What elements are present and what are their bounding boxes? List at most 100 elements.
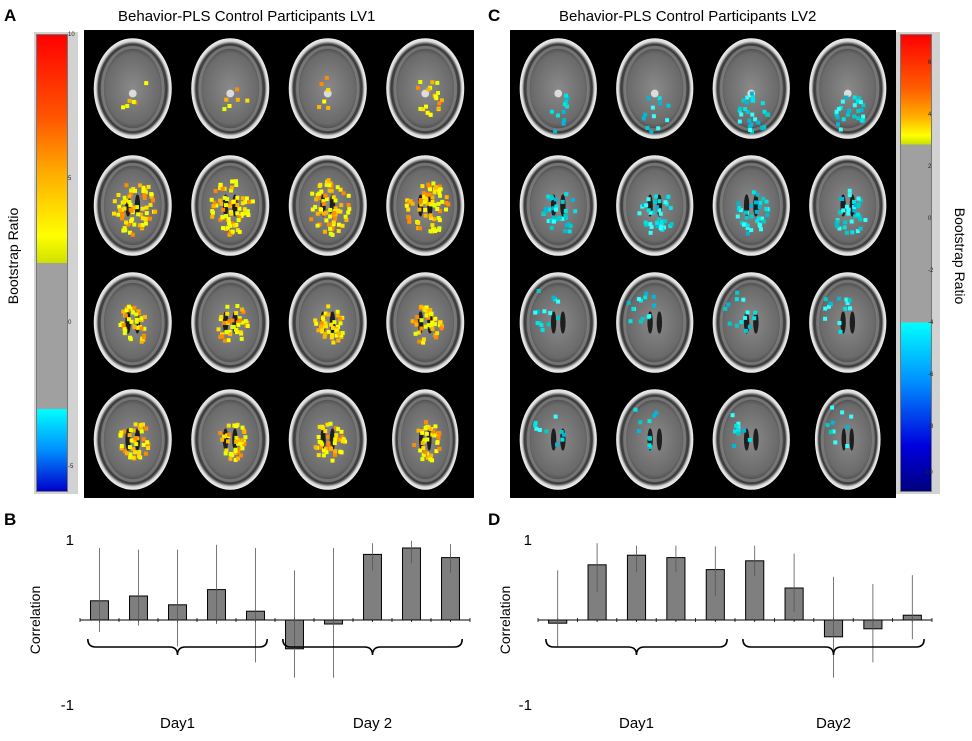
right-colorbar-frame: 6 4 2 0 -2 -4 -6 -8 -10 — [896, 32, 940, 494]
brain-slice — [809, 38, 887, 139]
activation-voxel — [563, 213, 568, 218]
activation-voxel — [221, 207, 226, 212]
activation-voxel — [112, 211, 116, 216]
brain-slice-cortex — [719, 162, 783, 249]
brain-slice-outline — [288, 389, 367, 490]
activation-voxel — [245, 324, 250, 328]
activation-voxel — [436, 430, 441, 435]
activation-voxel — [751, 98, 756, 103]
activation-voxel — [219, 201, 224, 206]
activation-voxel — [537, 428, 542, 432]
activation-voxel — [144, 81, 149, 86]
activation-voxel — [340, 223, 345, 228]
brain-slice — [93, 272, 172, 373]
brain-slice-outline — [191, 389, 270, 490]
activation-voxel — [419, 304, 424, 309]
activation-voxel — [762, 109, 767, 114]
activation-voxel — [218, 186, 222, 191]
activation-voxel — [837, 321, 842, 325]
activation-voxel — [139, 425, 144, 430]
activation-voxel — [553, 414, 558, 419]
activation-voxel — [238, 330, 243, 335]
activation-voxel — [326, 441, 331, 446]
activation-voxel — [324, 75, 329, 80]
activation-voxel — [225, 311, 230, 316]
activation-voxel — [430, 80, 435, 85]
activation-voxel — [117, 204, 122, 209]
activation-voxel — [736, 421, 741, 426]
activation-voxel — [324, 197, 329, 202]
group-brace — [545, 638, 728, 656]
activation-voxel — [428, 112, 433, 117]
activation-voxel — [124, 451, 129, 456]
activation-voxel — [761, 196, 766, 201]
activation-voxel — [637, 211, 642, 216]
activation-voxel — [425, 437, 430, 442]
activation-voxel — [836, 122, 840, 127]
activation-voxel — [334, 328, 339, 333]
activation-voxel — [230, 324, 235, 329]
activation-voxel — [337, 331, 342, 336]
activation-voxel — [140, 206, 145, 211]
activation-voxel — [434, 96, 439, 101]
activation-voxel — [218, 183, 223, 188]
brain-slice-cortex — [526, 45, 590, 132]
activation-voxel — [331, 220, 336, 225]
activation-voxel — [437, 218, 442, 223]
activation-voxel — [322, 229, 327, 234]
activation-voxel — [316, 196, 321, 201]
activation-voxel — [739, 320, 744, 324]
brain-slice-outline — [191, 38, 270, 139]
activation-voxel — [649, 225, 654, 229]
activation-voxel — [418, 80, 423, 84]
activation-voxel — [333, 452, 337, 457]
activation-voxel — [562, 118, 567, 123]
activation-voxel — [852, 199, 856, 204]
activation-voxel — [435, 440, 440, 445]
activation-voxel — [128, 428, 133, 433]
activation-voxel — [240, 425, 245, 430]
activation-voxel — [230, 453, 235, 458]
brain-slice — [288, 38, 367, 139]
activation-voxel — [551, 206, 556, 211]
activation-voxel — [129, 438, 134, 443]
activation-voxel — [321, 453, 326, 458]
brain-slice-cortex — [393, 162, 458, 249]
activation-voxel — [329, 335, 334, 340]
activation-voxel — [760, 216, 765, 221]
activation-voxel — [316, 328, 321, 333]
activation-voxel — [835, 219, 840, 224]
activation-voxel — [749, 214, 754, 219]
brain-ventricle — [550, 428, 557, 451]
activation-voxel — [153, 209, 158, 214]
activation-voxel — [560, 216, 565, 221]
activation-voxel — [334, 209, 339, 214]
brain-slice-cortex — [295, 279, 360, 366]
activation-voxel — [138, 212, 143, 217]
activation-voxel — [437, 446, 442, 451]
activation-voxel — [151, 198, 155, 203]
activation-voxel — [428, 308, 433, 313]
activation-voxel — [565, 104, 570, 109]
activation-voxel — [243, 319, 248, 324]
activation-voxel — [318, 182, 323, 187]
brain-slice-cortex — [397, 396, 453, 483]
activation-voxel — [736, 431, 741, 436]
activation-voxel — [534, 426, 539, 431]
activation-voxel — [329, 183, 334, 188]
brain-midbrain — [554, 89, 563, 98]
activation-voxel — [147, 216, 152, 221]
activation-voxel — [428, 213, 433, 218]
activation-voxel — [747, 437, 752, 442]
activation-voxel — [741, 98, 746, 103]
activation-voxel — [437, 184, 442, 189]
activation-voxel — [310, 191, 315, 196]
right-colorbar — [900, 34, 932, 492]
activation-voxel — [648, 222, 653, 227]
activation-voxel — [138, 183, 143, 188]
activation-voxel — [139, 429, 144, 434]
activation-voxel — [666, 103, 671, 108]
activation-voxel — [555, 442, 559, 447]
activation-voxel — [229, 188, 234, 193]
activation-voxel — [218, 334, 223, 339]
